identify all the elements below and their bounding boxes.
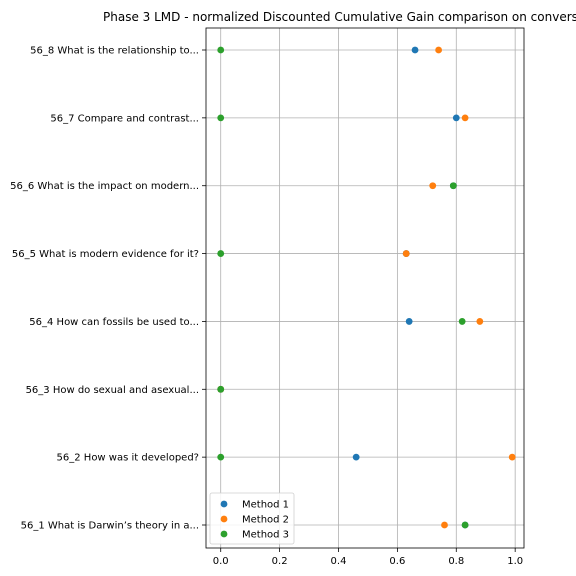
grid-layer [206,28,524,548]
data-points [217,46,516,529]
y-axis-ticks: 56_1 What is Darwin’s theory in a... 56_2… [10,46,206,532]
legend-marker [220,500,228,508]
x-tick-label: 0.4 [331,556,347,567]
point-method-1 [352,453,360,461]
chart-title: Phase 3 LMD - normalized Discounted Cumu… [103,10,576,24]
y-tick-label: 56_4 How can fossils be used to... [29,317,199,328]
x-tick-label: 0.2 [272,556,288,567]
x-tick-label: 0.0 [213,556,229,567]
x-tick-label: 0.6 [389,556,405,567]
legend-marker [220,515,228,523]
y-tick-label: 56_7 Compare and contrast... [50,113,199,124]
point-method-3 [217,46,225,54]
point-method-3 [217,114,225,122]
y-tick-label: 56_3 How do sexual and asexual... [26,385,199,396]
point-method-2 [402,250,410,257]
point-method-3 [461,521,469,529]
point-method-3 [217,453,225,461]
x-axis-ticks: 0.0 0.2 0.4 0.6 0.8 1.0 [213,548,523,567]
legend-marker [220,530,228,538]
point-method-1 [405,318,413,325]
legend-label: Method 2 [242,515,289,526]
legend-label: Method 1 [242,500,289,511]
plot-area-frame [205,27,525,549]
point-method-2 [461,114,469,122]
point-method-3 [458,318,466,325]
legend-label: Method 3 [242,530,289,541]
point-method-2 [435,46,443,54]
y-tick-label: 56_2 How was it developed? [57,453,199,464]
x-tick-label: 0.8 [448,556,464,567]
y-tick-label: 56_1 What is Darwin’s theory in a... [21,521,199,532]
point-method-2 [429,182,437,190]
point-method-2 [476,318,484,325]
y-tick-label: 56_5 What is modern evidence for it? [12,249,199,260]
point-method-3 [217,250,225,257]
point-method-3 [217,385,225,393]
point-method-1 [411,46,419,54]
point-method-2 [508,453,516,461]
y-tick-label: 56_8 What is the relationship to... [30,46,199,57]
point-method-3 [449,182,457,190]
y-tick-label: 56_6 What is the impact on modern... [10,181,199,192]
x-tick-label: 1.0 [507,556,523,567]
point-method-2 [441,521,448,529]
legend: Method 1 Method 2 Method 3 [209,492,295,545]
point-method-1 [452,114,460,122]
legend-box [209,492,295,545]
